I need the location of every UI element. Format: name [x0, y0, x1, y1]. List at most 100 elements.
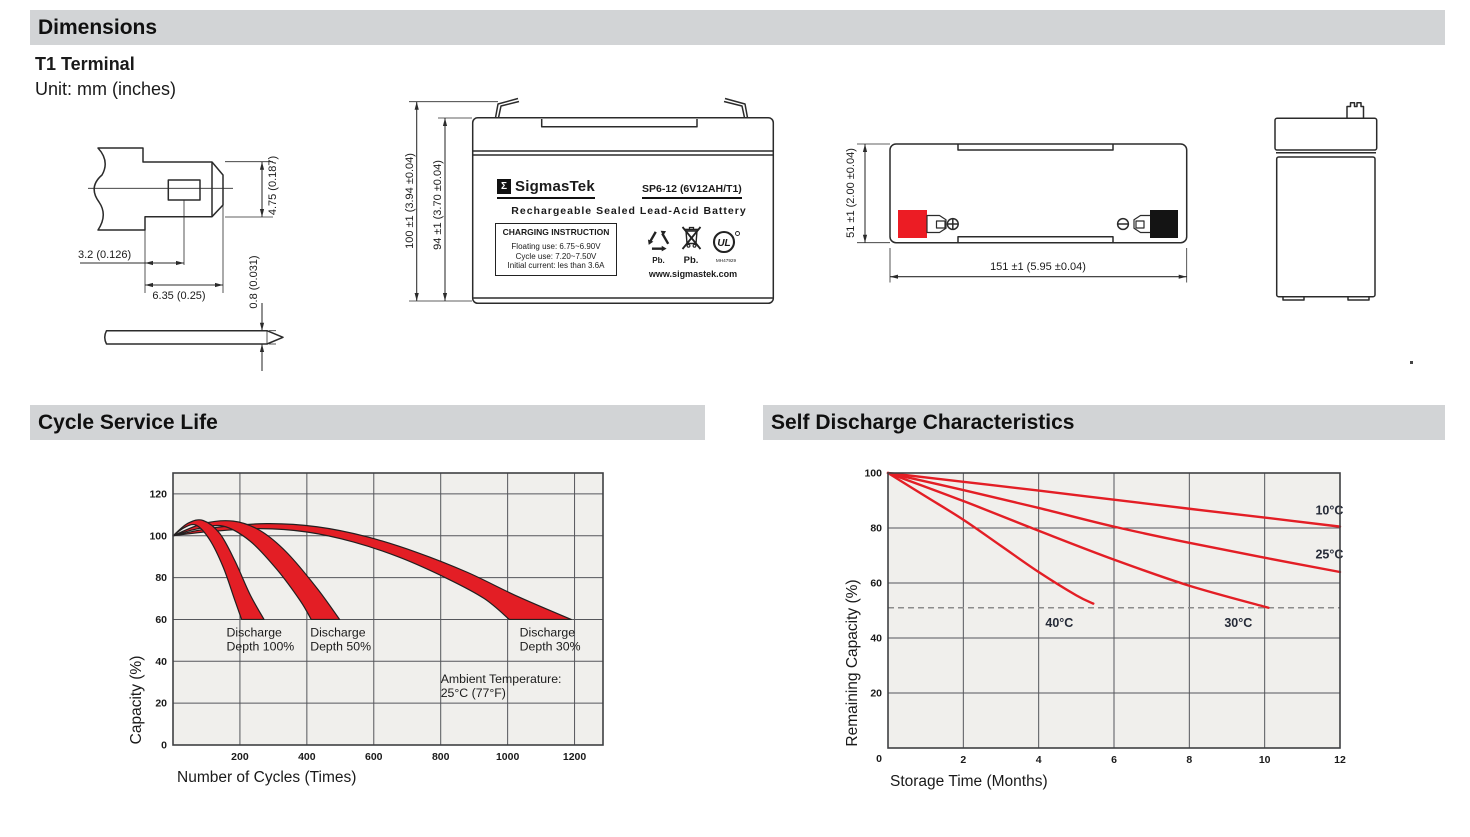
end-view-drawing	[1274, 102, 1378, 301]
x-tick-label: 800	[432, 751, 450, 763]
front-view-drawing: 100 ±1 (3.94 ±0.04) 94 ±1 (3.70 ±0.04)	[404, 97, 775, 305]
cycle-service-life-chart: 0 20 40 60 80 100 120 200 400 600 800 1000 1200 Disch…	[128, 472, 604, 786]
x-tick-label: 6	[1111, 754, 1117, 766]
arrowhead	[862, 144, 868, 152]
left-terminal-clip	[494, 97, 520, 118]
chart-annotation: Discharge Depth 50%	[310, 626, 371, 654]
recycle-pb-block: Pb.	[646, 228, 672, 265]
x-tick-label: 1000	[496, 751, 520, 763]
arrowhead	[215, 282, 223, 288]
website-text: www.sigmastek.com	[648, 269, 738, 279]
ul-mark-icon: UL	[712, 230, 740, 254]
minus-terminal-icon	[1116, 217, 1130, 231]
x-axis-title: Number of Cycles (Times)	[177, 769, 356, 786]
chart-annotation: Discharge Depth 30%	[520, 626, 581, 654]
x-tick-label: 1200	[563, 751, 587, 763]
label-icons-column: Pb. Pb.	[627, 223, 759, 279]
battery-label: Σ SigmasTek SP6-12 (6V12AH/T1) Rechargea…	[495, 176, 763, 279]
y-axis-title: Remaining Capacity (%)	[844, 579, 861, 746]
plot-border	[887, 472, 1341, 749]
x-tick-label: 4	[1036, 754, 1042, 766]
right-terminal-clip	[723, 97, 749, 118]
battery-case-top	[889, 143, 1188, 244]
section-title: Cycle Service Life	[38, 411, 218, 434]
y-tick-label: 20	[155, 698, 167, 710]
capacity-band	[172, 520, 341, 621]
x-tick-label: 12	[1334, 754, 1346, 766]
chart-annotation: Ambient Temperature: 25°C (77°F)	[441, 672, 562, 700]
x-tick-label: 200	[231, 751, 249, 763]
capacity-band	[172, 519, 265, 621]
charging-instruction-box: CHARGING INSTRUCTION Floating use: 6.75~…	[495, 223, 617, 276]
case-recess	[957, 235, 1114, 243]
y-tick-label: 40	[870, 633, 882, 645]
x-tick-label: 10	[1259, 754, 1271, 766]
dim-length: 151 ±1 (5.95 ±0.04)	[990, 261, 1086, 273]
series-line	[886, 471, 1342, 574]
series-label: 10°C	[1315, 503, 1343, 517]
y-tick-label: 60	[155, 614, 167, 626]
terminal-profile-outline	[93, 147, 224, 231]
scan-artifact-speck	[1410, 361, 1413, 364]
dim-tab-thickness: 0.8 (0.031)	[248, 255, 260, 308]
label-lower-row: CHARGING INSTRUCTION Floating use: 6.75~…	[495, 223, 763, 279]
dim-hole-offset: 3.2 (0.126)	[78, 249, 131, 261]
battery-lid	[1274, 117, 1378, 151]
terminal-type-heading: T1 Terminal	[35, 54, 135, 74]
chart-annotation: Discharge Depth 100%	[227, 626, 295, 654]
series-label: 30°C	[1224, 616, 1252, 630]
x-axis-title: Storage Time (Months)	[890, 773, 1048, 790]
arrowhead	[259, 322, 265, 331]
arrowhead	[259, 344, 265, 352]
weee-pb-block: Pb.	[681, 225, 702, 265]
section-header-self-discharge: Self Discharge Characteristics	[763, 405, 1445, 440]
x-tick-label: 600	[365, 751, 383, 763]
section-title: Dimensions	[38, 16, 158, 39]
dim-case-height: 94 ±1 (3.70 ±0.04)	[432, 160, 444, 250]
y-axis-title: Capacity (%)	[128, 656, 145, 745]
pb-label: Pb.	[652, 256, 665, 265]
y-tick-label: 20	[870, 688, 882, 700]
y-tick-label: 0	[161, 740, 167, 752]
ul-file-number: MH47929	[715, 259, 736, 264]
section-header-cycle-life: Cycle Service Life	[30, 405, 705, 440]
x-tick-label: 400	[298, 751, 316, 763]
arrowhead	[145, 260, 153, 266]
y-tick-label: 80	[155, 572, 167, 584]
lid-recess	[540, 119, 698, 128]
pb-label: Pb.	[683, 255, 699, 266]
charging-line: Initial current: les than 3.6A	[507, 261, 605, 270]
battery-case	[471, 116, 775, 305]
y-tick-label: 40	[155, 656, 167, 668]
sigma-logo-icon: Σ	[497, 179, 511, 194]
faston-slot	[1135, 220, 1145, 229]
charging-title: CHARGING INSTRUCTION	[502, 227, 610, 237]
y-tick-label: 100	[149, 530, 167, 542]
charging-line: Floating use: 6.75~6.90V	[511, 242, 601, 251]
brand-name: SigmasTek	[515, 178, 595, 195]
positive-terminal-marker	[898, 210, 927, 238]
section-title: Self Discharge Characteristics	[771, 411, 1075, 434]
plot-border	[172, 472, 604, 746]
series-label: 40°C	[1045, 616, 1073, 630]
y-tick-label: 100	[864, 468, 882, 480]
arrowhead	[442, 118, 448, 126]
battery-subtitle: Rechargeable Sealed Lead-Acid Battery	[511, 205, 747, 217]
battery-feet	[1282, 296, 1370, 301]
ul-letters: UL	[717, 238, 730, 249]
brand-logo-group: Σ SigmasTek	[497, 178, 595, 199]
dim-tab-length: 6.35 (0.25)	[152, 290, 205, 302]
arrowhead	[176, 260, 184, 266]
arrowhead	[259, 209, 265, 217]
model-number: SP6-12 (6V12AH/T1)	[642, 183, 742, 199]
faston-slot	[935, 220, 946, 229]
arrowhead	[145, 282, 153, 288]
origin-tick-label: 0	[876, 753, 882, 765]
series-line	[886, 471, 1342, 528]
battery-body	[1275, 156, 1376, 298]
x-tick-label: 2	[960, 754, 966, 766]
self-discharge-chart: 10°C 25°C 30°C 40°C 20 40 60 80 100 2 4 6 8 10 12 0 Rema…	[844, 468, 1346, 791]
terminal-post	[1346, 102, 1365, 119]
y-tick-label: 60	[870, 578, 882, 590]
arrowhead	[890, 274, 898, 279]
